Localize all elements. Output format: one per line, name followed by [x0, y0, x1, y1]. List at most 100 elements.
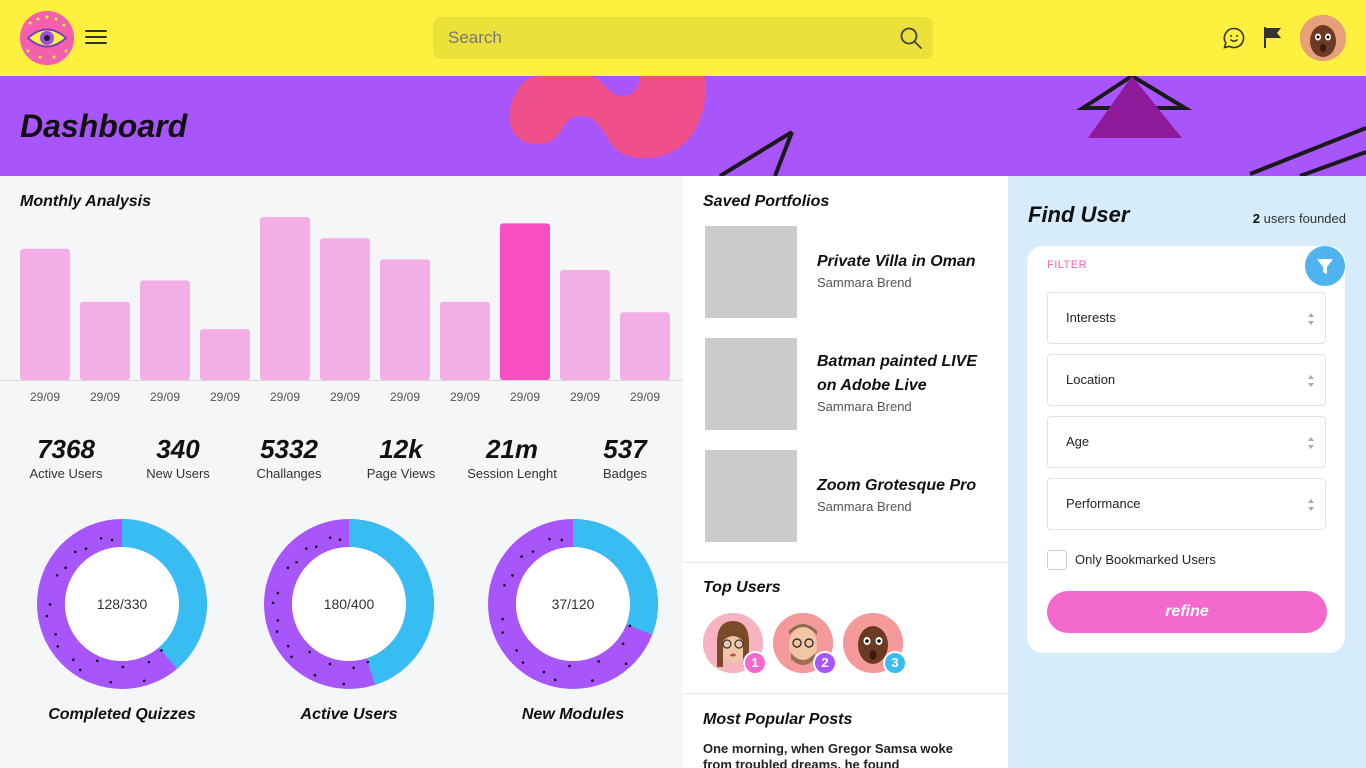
stat-label: New Users [146, 466, 210, 481]
filter-button[interactable] [1305, 246, 1345, 286]
donut-speckle [308, 650, 311, 654]
select-arrows-icon [1308, 375, 1314, 387]
top-bar [0, 0, 1366, 76]
popular-posts-title: Most Popular Posts [703, 711, 853, 728]
portfolio-title[interactable]: Zoom Grotesque Pro [817, 477, 977, 494]
select-arrows-icon [1308, 499, 1314, 511]
bar-label: 29/09 [29, 390, 61, 404]
donut-speckle [160, 649, 163, 652]
donut-speckle [286, 566, 290, 570]
stat-label: Page Views [366, 466, 436, 481]
bar-label: 29/09 [209, 390, 241, 404]
top-user-avatar[interactable]: 3 [843, 613, 907, 675]
bar-8[interactable] [440, 301, 490, 380]
chart-baseline [0, 380, 683, 381]
interests-select[interactable]: Interests [1047, 292, 1326, 344]
donut-speckle [366, 660, 370, 664]
bar-5[interactable] [260, 217, 310, 380]
portfolio-title[interactable]: Private Villa in Oman [817, 253, 976, 270]
stat-new-users: 340 New Users [123, 434, 233, 481]
donut-speckle [314, 545, 318, 548]
portfolio-thumbnail[interactable] [705, 450, 797, 542]
portfolio-item[interactable]: Batman painted LIVE on Adobe Live Sammar… [705, 338, 995, 430]
donut-hole [516, 547, 630, 661]
eye-logo-icon[interactable] [20, 11, 74, 65]
portfolio-thumbnail[interactable] [705, 338, 797, 430]
stat-challenges: 5332 Challanges [234, 434, 344, 481]
users-found-label: users founded [1263, 211, 1346, 226]
donut-speckle [501, 631, 504, 634]
donut-speckle [48, 603, 52, 606]
donut-title: Active Users [300, 706, 398, 723]
top-user-avatar[interactable]: 1 [703, 613, 767, 675]
avatar[interactable] [1300, 15, 1346, 61]
search-icon[interactable] [899, 26, 923, 50]
donut-speckle [521, 661, 525, 664]
post-excerpt[interactable]: One morning, when Gregor Samsa woke from… [703, 741, 953, 768]
age-select[interactable]: Age [1047, 416, 1326, 468]
donut-speckle [548, 537, 551, 541]
bar-label: 29/09 [509, 390, 541, 404]
chat-icon[interactable] [1222, 26, 1246, 50]
bar-label: 29/09 [449, 390, 481, 404]
donut-value: 37/120 [551, 596, 595, 612]
portfolio-item[interactable]: Zoom Grotesque Pro Sammara Brend [705, 450, 995, 542]
users-found-number: 2 [1252, 211, 1260, 226]
bookmarked-checkbox[interactable] [1047, 550, 1067, 570]
bar-label: 29/09 [329, 390, 361, 404]
find-user-panel: Find User 2 users founded FILTER Interes… [1008, 176, 1366, 768]
bar-1[interactable] [20, 248, 70, 380]
bar-label: 29/09 [89, 390, 121, 404]
portfolio-panel: Saved Portfolios Private Villa in Oman S… [683, 176, 1008, 768]
bar-4[interactable] [200, 329, 250, 380]
bar-10[interactable] [560, 269, 610, 380]
page-title: Dashboard [20, 108, 188, 144]
search-input[interactable] [433, 17, 893, 59]
donut-speckle [71, 658, 75, 662]
analytics-panel: Monthly Analysis 29/09 29/09 29/09 29/09 29/… [0, 176, 683, 768]
donut-new-modules: 37/120 [485, 516, 661, 692]
stat-label: Session Lenght [467, 466, 557, 481]
users-found-count: 2 users founded [1253, 211, 1346, 226]
donut-speckle [84, 547, 88, 550]
donut-speckle [338, 538, 342, 541]
performance-select[interactable]: Performance [1047, 478, 1326, 530]
donut-speckle [142, 679, 146, 683]
stat-value: 340 [156, 434, 200, 464]
bar-6[interactable] [320, 238, 370, 380]
bar-9[interactable] [500, 223, 550, 380]
refine-button[interactable]: refine [1047, 591, 1327, 633]
donut-value: 128/330 [96, 596, 148, 612]
location-select[interactable]: Location [1047, 354, 1326, 406]
portfolio-thumbnail[interactable] [705, 226, 797, 318]
bar-11[interactable] [620, 312, 670, 380]
rank-badge: 2 [813, 651, 837, 675]
find-user-title: Find User [1028, 202, 1130, 227]
donut-speckle [290, 655, 293, 659]
donut-hole [292, 547, 406, 661]
donut-speckle [109, 680, 113, 684]
donut-value: 180/400 [323, 596, 375, 612]
flag-icon[interactable] [1261, 25, 1285, 49]
donut-completed-quizzes: 128/330 [34, 516, 210, 692]
top-user-avatar[interactable]: 2 [773, 613, 837, 675]
portfolio-author: Sammara Brend [817, 499, 912, 514]
saved-portfolios-title: Saved Portfolios [703, 193, 830, 210]
donut-speckle [342, 682, 346, 686]
portfolio-title[interactable]: Batman painted LIVE on Adobe Live [817, 353, 978, 394]
select-arrows-icon [1308, 313, 1314, 325]
donut-speckle [515, 649, 518, 652]
portfolio-item[interactable]: Private Villa in Oman Sammara Brend [705, 226, 995, 318]
bookmarked-checkbox-label[interactable]: Only Bookmarked Users [1075, 552, 1216, 567]
bar-3[interactable] [140, 280, 190, 380]
donut-speckle [501, 617, 504, 621]
menu-icon[interactable] [85, 30, 107, 46]
filter-label: FILTER [1047, 259, 1088, 271]
donut-speckle [295, 560, 298, 564]
donut-speckle [286, 644, 290, 648]
bar-2[interactable] [80, 301, 130, 380]
bar-7[interactable] [380, 259, 430, 380]
decorative-shapes [509, 76, 1366, 176]
donut-speckle [503, 583, 506, 587]
donut-speckle [55, 573, 59, 577]
